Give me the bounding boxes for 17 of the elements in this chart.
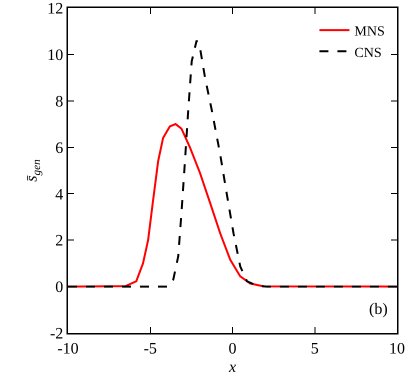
x-axis-title: x [228, 359, 236, 376]
x-tick-label: -5 [144, 340, 157, 358]
y-tick-label: 8 [55, 93, 64, 110]
y-tick-label: 2 [55, 232, 64, 250]
y-tick-label: 4 [55, 186, 64, 204]
x-tick-label: -10 [57, 340, 79, 358]
y-tick-label: 12 [47, 0, 64, 18]
legend-label: MNS [354, 24, 385, 40]
x-tick-label: 5 [310, 340, 319, 358]
y-tick-label: -2 [50, 326, 64, 343]
legend-label: CNS [354, 46, 382, 61]
y-tick-label: 0 [55, 279, 64, 296]
x-tick-label: 0 [228, 340, 236, 358]
x-tick-label: 10 [389, 340, 405, 358]
y-tick-label: 10 [47, 47, 64, 64]
annotation: (b) [369, 301, 388, 318]
y-tick-label: 6 [55, 140, 64, 157]
